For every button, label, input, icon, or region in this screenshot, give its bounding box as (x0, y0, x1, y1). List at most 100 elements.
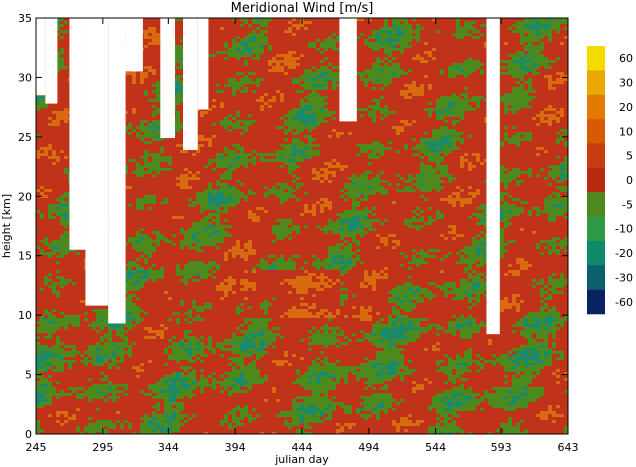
heatmap-cell (540, 30, 545, 34)
heatmap-cell (216, 18, 221, 22)
heatmap-cell (444, 57, 449, 61)
heatmap-cell (560, 111, 565, 115)
heatmap-cell (428, 114, 433, 118)
heatmap-cell (40, 129, 45, 133)
heatmap-cell (468, 78, 473, 82)
heatmap-cell (452, 99, 457, 103)
heatmap-cell (288, 66, 293, 70)
heatmap-cell (176, 99, 181, 103)
heatmap-cell (536, 54, 541, 58)
heatmap-cell (264, 87, 269, 91)
heatmap-cell (524, 54, 529, 58)
heatmap-cell (296, 93, 301, 97)
heatmap-cell (276, 69, 281, 73)
heatmap-cell (420, 42, 425, 46)
heatmap-cell (140, 129, 145, 133)
heatmap-cell (512, 66, 517, 70)
heatmap-cell (264, 51, 269, 55)
heatmap-cell (208, 60, 213, 64)
heatmap-cell (544, 78, 549, 82)
heatmap-cell (240, 69, 245, 73)
heatmap-cell (356, 108, 361, 112)
heatmap-cell (248, 123, 253, 127)
heatmap-cell (360, 102, 365, 106)
heatmap-cell (56, 78, 61, 82)
heatmap-cell (280, 27, 285, 31)
heatmap-cell (516, 78, 521, 82)
heatmap-cell (508, 123, 513, 127)
heatmap-cell (328, 126, 333, 130)
heatmap-cell (232, 90, 237, 94)
heatmap-cell (156, 39, 161, 43)
heatmap-cell (544, 42, 549, 46)
heatmap-cell (60, 108, 65, 112)
heatmap-cell (224, 57, 229, 61)
heatmap-cell (212, 120, 217, 124)
heatmap-cell (156, 120, 161, 124)
heatmap-cell (504, 72, 509, 76)
heatmap-cell (452, 96, 457, 100)
heatmap-cell (256, 42, 261, 46)
heatmap-cell (300, 48, 305, 52)
heatmap-cell (560, 30, 565, 34)
heatmap-cell (248, 36, 253, 40)
heatmap-cell (364, 111, 369, 115)
heatmap-cell (324, 129, 329, 133)
heatmap-cell (384, 78, 389, 82)
heatmap-cell (408, 96, 413, 100)
heatmap-cell (328, 27, 333, 31)
heatmap-cell (336, 39, 341, 43)
heatmap-cell (56, 66, 61, 70)
heatmap-cell (248, 63, 253, 67)
heatmap-cell (452, 21, 457, 25)
heatmap-cell (372, 93, 377, 97)
heatmap-cell (540, 54, 545, 58)
heatmap-cell (152, 93, 157, 97)
heatmap-cell (228, 33, 233, 37)
heatmap-cell (248, 21, 253, 25)
heatmap-cell (332, 117, 337, 121)
heatmap-cell (452, 117, 457, 121)
heatmap-cell (136, 75, 141, 79)
heatmap-cell (228, 123, 233, 127)
heatmap-cell (60, 18, 65, 22)
heatmap-cell (504, 84, 509, 88)
heatmap-cell (560, 108, 565, 112)
heatmap-cell (448, 39, 453, 43)
heatmap-cell (380, 111, 385, 115)
heatmap-cell (60, 24, 65, 28)
heatmap-cell (388, 27, 393, 31)
heatmap-cell (308, 120, 313, 124)
heatmap-cell (304, 69, 309, 73)
heatmap-cell (276, 126, 281, 130)
heatmap-cell (416, 81, 421, 85)
heatmap-cell (424, 24, 429, 28)
heatmap-cell (200, 114, 205, 118)
heatmap-cell (228, 60, 233, 64)
heatmap-cell (512, 78, 517, 82)
heatmap-cell (304, 75, 309, 79)
heatmap-cell (292, 24, 297, 28)
heatmap-cell (328, 30, 333, 34)
heatmap-cell (412, 84, 417, 88)
heatmap-cell (436, 126, 441, 130)
heatmap-cell (240, 21, 245, 25)
heatmap-cell (296, 18, 301, 22)
heatmap-cell (476, 111, 481, 115)
heatmap-cell (128, 102, 133, 106)
heatmap-cell (452, 72, 457, 76)
heatmap-cell (356, 117, 361, 121)
heatmap-cell (124, 102, 129, 106)
heatmap-cell (212, 63, 217, 67)
heatmap-cell (132, 78, 137, 82)
heatmap-cell (176, 114, 181, 118)
heatmap-cell (324, 51, 329, 55)
heatmap-cell (208, 63, 213, 67)
heatmap-cell (252, 93, 257, 97)
heatmap-cell (392, 78, 397, 82)
heatmap-cell (468, 18, 473, 22)
heatmap-cell (432, 93, 437, 97)
heatmap-cell (512, 75, 517, 79)
heatmap-cell (564, 36, 568, 40)
heatmap-cell (152, 99, 157, 103)
